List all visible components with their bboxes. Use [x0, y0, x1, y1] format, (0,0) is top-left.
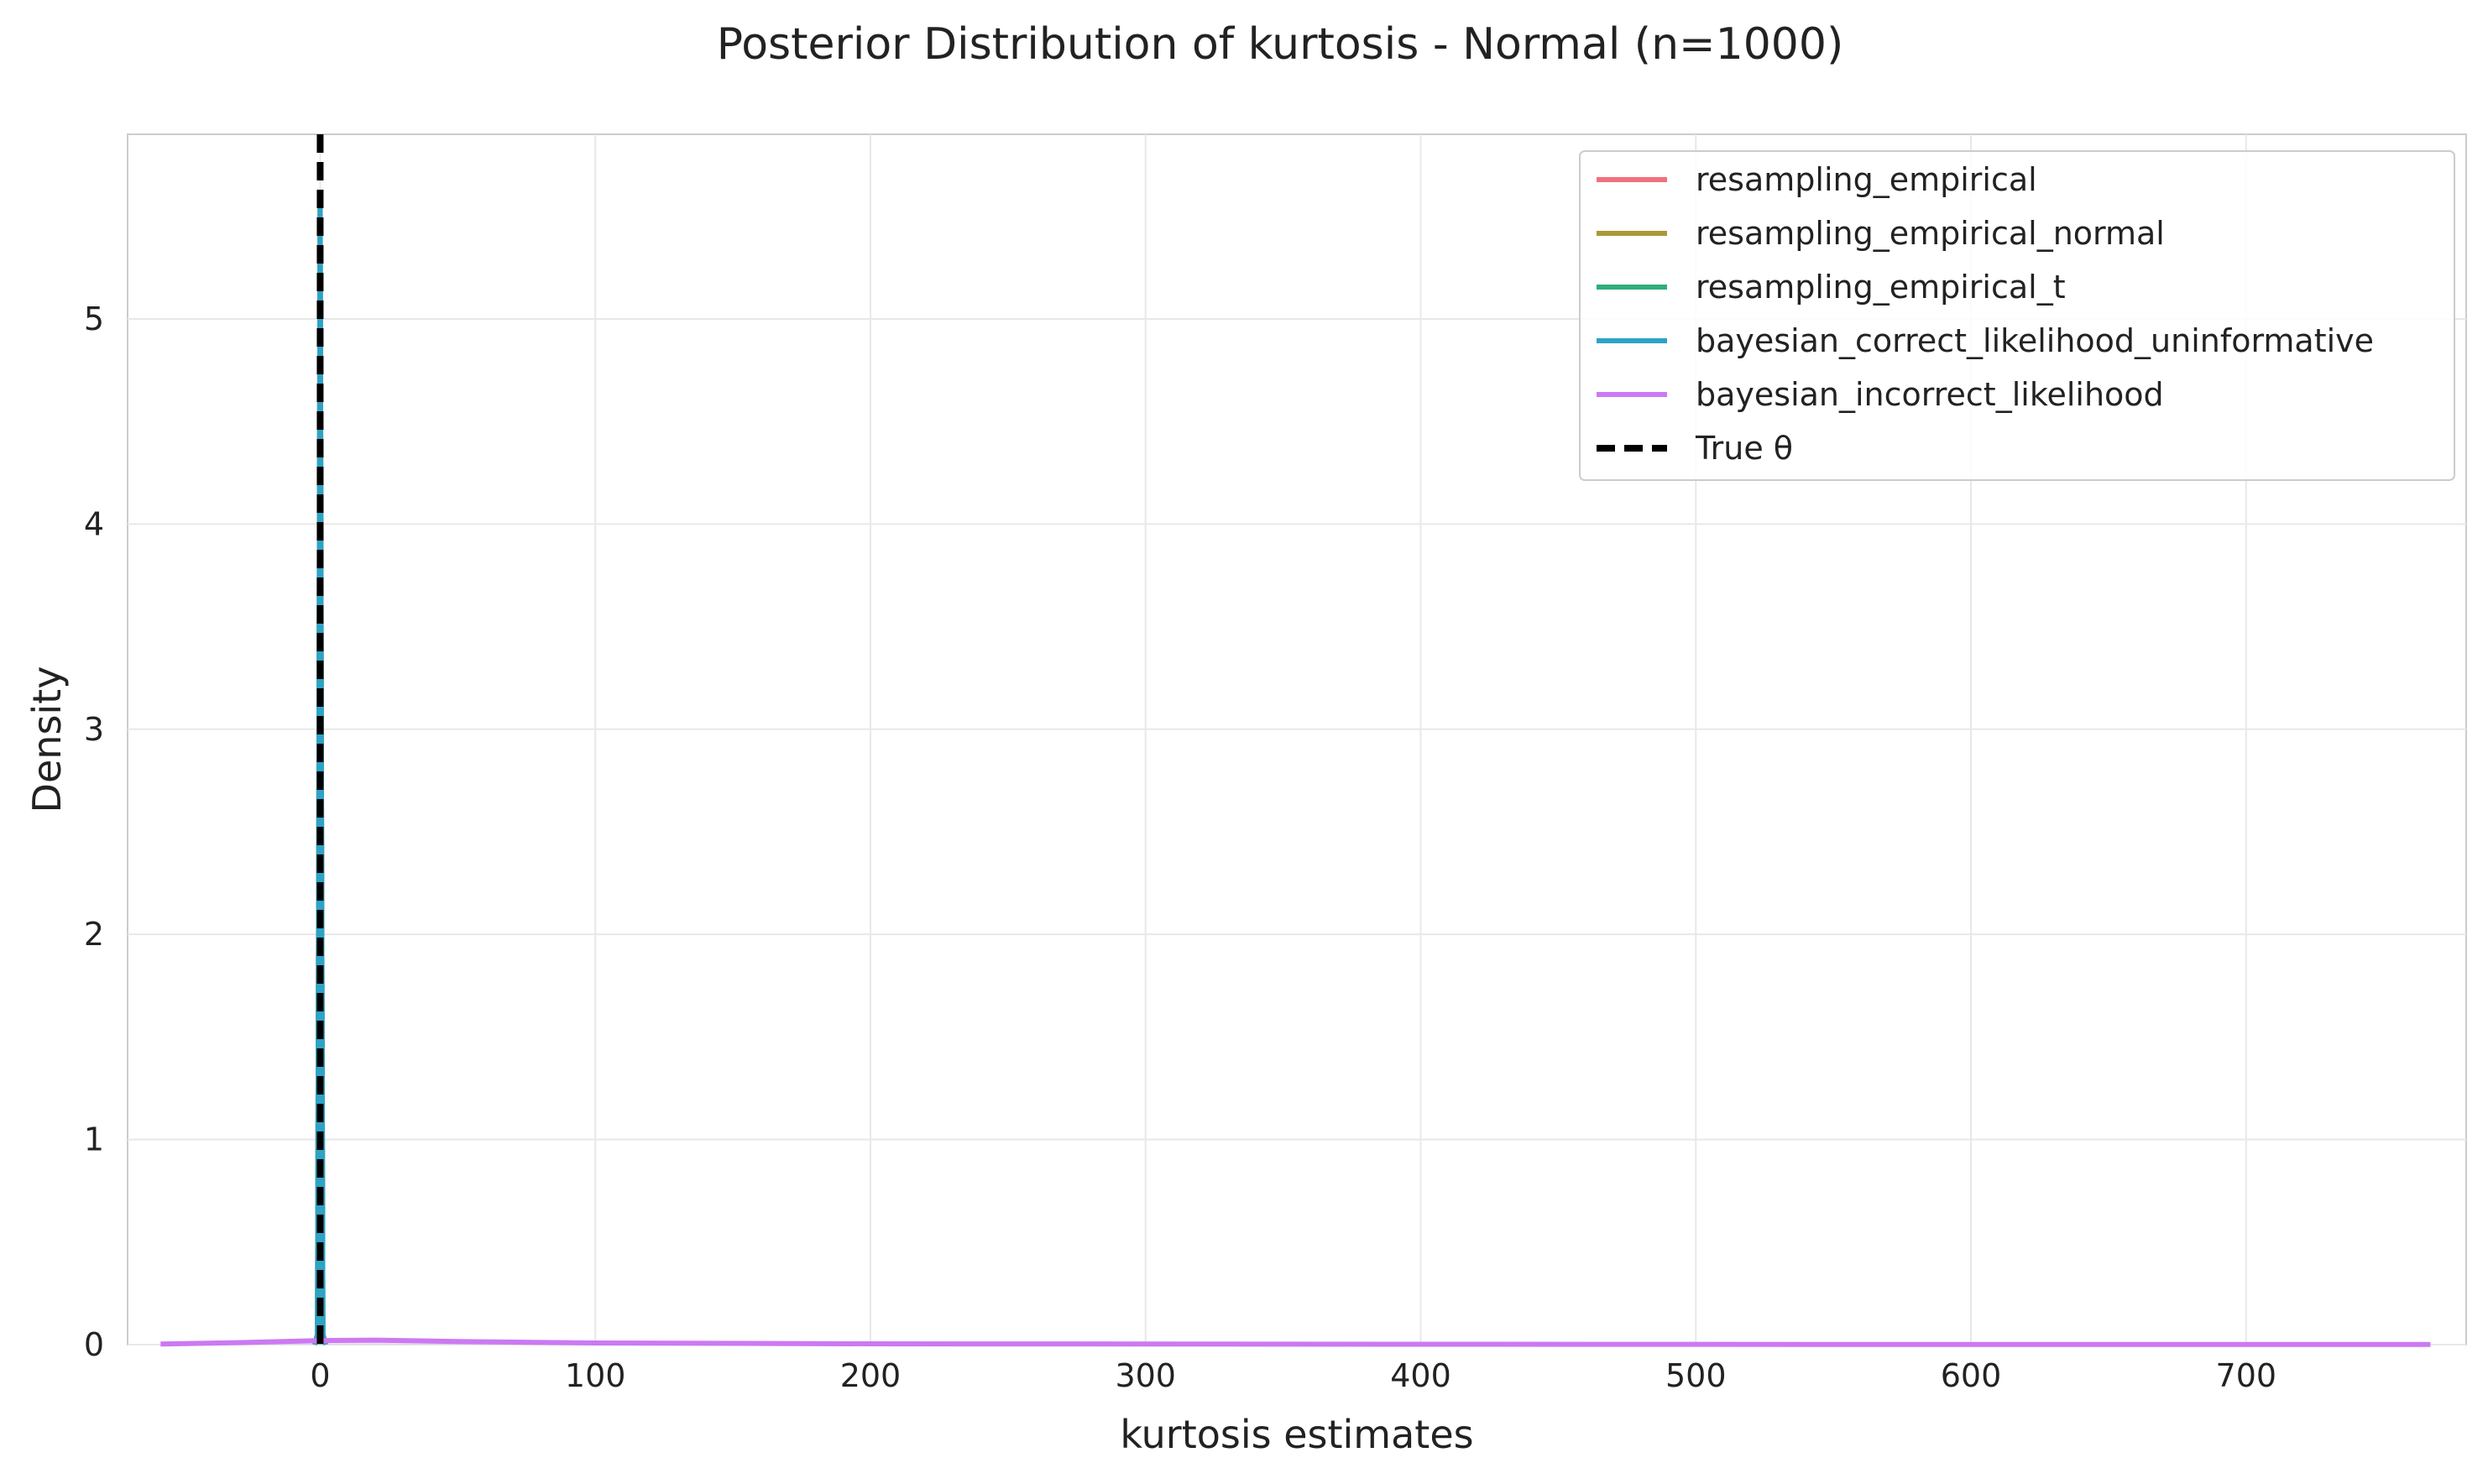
x-tick-label: 0 [310, 1357, 330, 1394]
x-axis-label: kurtosis estimates [1120, 1412, 1473, 1457]
x-tick-label: 600 [1941, 1357, 2002, 1394]
chart-title: Posterior Distribution of kurtosis - Nor… [717, 19, 1844, 70]
legend-label: resampling_empirical_t [1696, 269, 2066, 306]
y-tick-label: 5 [84, 300, 104, 337]
legend-label: resampling_empirical [1696, 161, 2037, 198]
y-tick-label: 0 [84, 1326, 104, 1363]
x-tick-label: 500 [1665, 1357, 1727, 1394]
x-tick-label: 300 [1115, 1357, 1176, 1394]
x-tick-label: 100 [565, 1357, 626, 1394]
y-tick-labels: 0 1 2 3 4 5 [84, 300, 104, 1363]
legend-box [1579, 150, 2455, 481]
legend-items: resampling_empirical resampling_empirical… [1597, 161, 2374, 467]
y-tick-label: 3 [84, 711, 104, 748]
legend-label: resampling_empirical_normal [1696, 215, 2165, 252]
x-tick-label: 200 [840, 1357, 902, 1394]
y-tick-label: 1 [84, 1121, 104, 1158]
x-tick-labels: 0 100 200 300 400 500 600 700 [310, 1357, 2276, 1394]
series-line [160, 1337, 2431, 1347]
legend-label: bayesian_correct_likelihood_uninformativ… [1696, 322, 2374, 359]
legend: resampling_empirical resampling_empirical… [1579, 150, 2455, 481]
y-axis-label: Density [24, 666, 70, 813]
legend-label: bayesian_incorrect_likelihood [1696, 376, 2164, 413]
y-tick-label: 2 [84, 916, 104, 953]
x-tick-label: 700 [2216, 1357, 2277, 1394]
legend-label: True θ [1695, 430, 1793, 467]
y-tick-label: 4 [84, 505, 104, 542]
x-tick-label: 400 [1390, 1357, 1451, 1394]
